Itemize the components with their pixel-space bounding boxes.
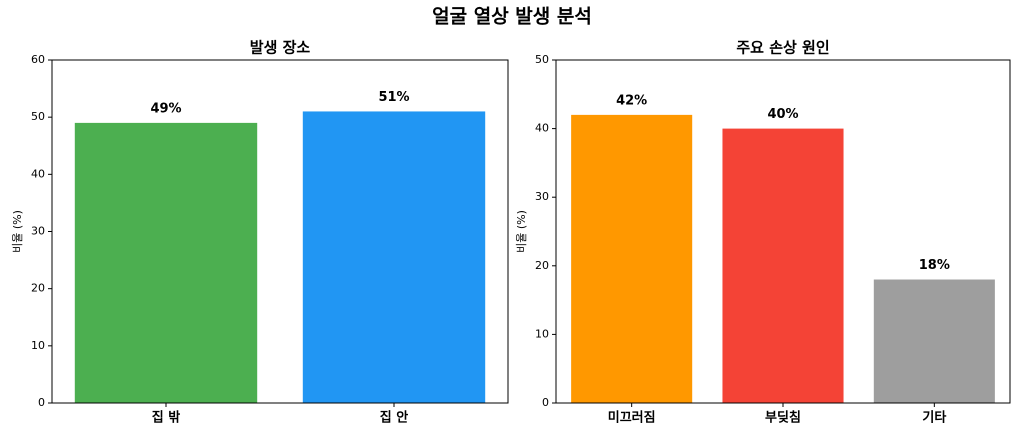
y-tick-label: 0 — [542, 396, 549, 409]
figure-title: 얼굴 열상 발생 분석 — [432, 6, 592, 28]
plot-frame — [555, 59, 1011, 404]
y-tick-label: 30 — [535, 190, 549, 203]
chart-title: 발생 장소 — [250, 39, 311, 57]
x-tick-label: 미끄러짐 — [608, 410, 656, 426]
y-tick-label: 50 — [535, 53, 549, 66]
bar — [74, 122, 258, 403]
x-tick-label: 부딪침 — [765, 410, 801, 426]
x-tick-label: 집 안 — [380, 410, 408, 426]
chart-title: 주요 손상 원인 — [736, 39, 829, 57]
y-tick-label: 50 — [31, 110, 45, 123]
y-tick-label: 20 — [31, 282, 45, 295]
x-tick-label: 기타 — [922, 410, 946, 426]
value-label: 42% — [616, 93, 647, 108]
bar — [722, 128, 844, 403]
value-label: 51% — [378, 90, 409, 105]
y-tick-label: 10 — [31, 339, 45, 352]
y-tick-label: 0 — [38, 396, 45, 409]
value-label: 49% — [150, 101, 181, 116]
bar — [302, 111, 486, 403]
y-tick-label: 20 — [535, 259, 549, 272]
y-tick-label: 60 — [31, 53, 45, 66]
y-tick-label: 30 — [31, 225, 45, 238]
value-label: 18% — [919, 258, 950, 273]
y-tick-label: 10 — [535, 327, 549, 340]
y-axis-label: 비율 (%) — [11, 210, 24, 253]
y-tick-label: 40 — [535, 122, 549, 135]
y-axis-label: 비율 (%) — [515, 210, 528, 253]
bar — [873, 279, 995, 403]
y-tick-label: 40 — [31, 167, 45, 180]
value-label: 40% — [767, 107, 798, 122]
plot-frame — [51, 59, 509, 404]
bar — [571, 114, 693, 403]
x-tick-label: 집 밖 — [152, 410, 180, 426]
